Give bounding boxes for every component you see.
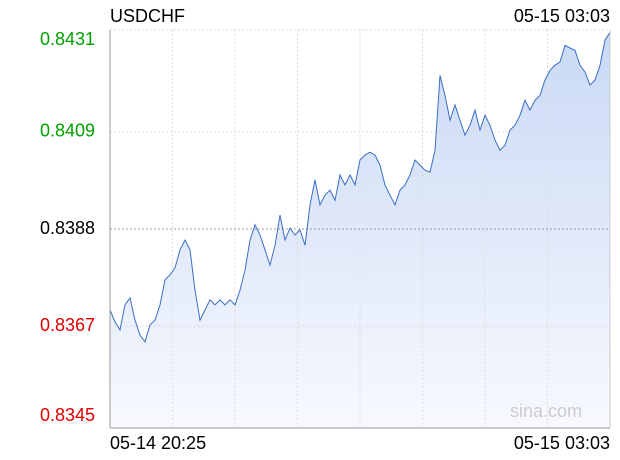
price-line: [109, 32, 611, 344]
y-tick-label: 0.8409: [40, 121, 95, 141]
y-tick-label: 0.8431: [40, 29, 95, 49]
watermark: sina.com: [510, 401, 582, 421]
y-tick-label: 0.8345: [40, 405, 95, 425]
y-tick-label: 0.8388: [40, 218, 95, 238]
x-tick-label: 05-14 20:25: [110, 433, 206, 453]
x-tick-label: 05-15 03:03: [514, 433, 610, 453]
chart-title: USDCHF: [110, 6, 185, 26]
timestamp: 05-15 03:03: [514, 6, 610, 26]
y-tick-label: 0.8367: [40, 315, 95, 335]
